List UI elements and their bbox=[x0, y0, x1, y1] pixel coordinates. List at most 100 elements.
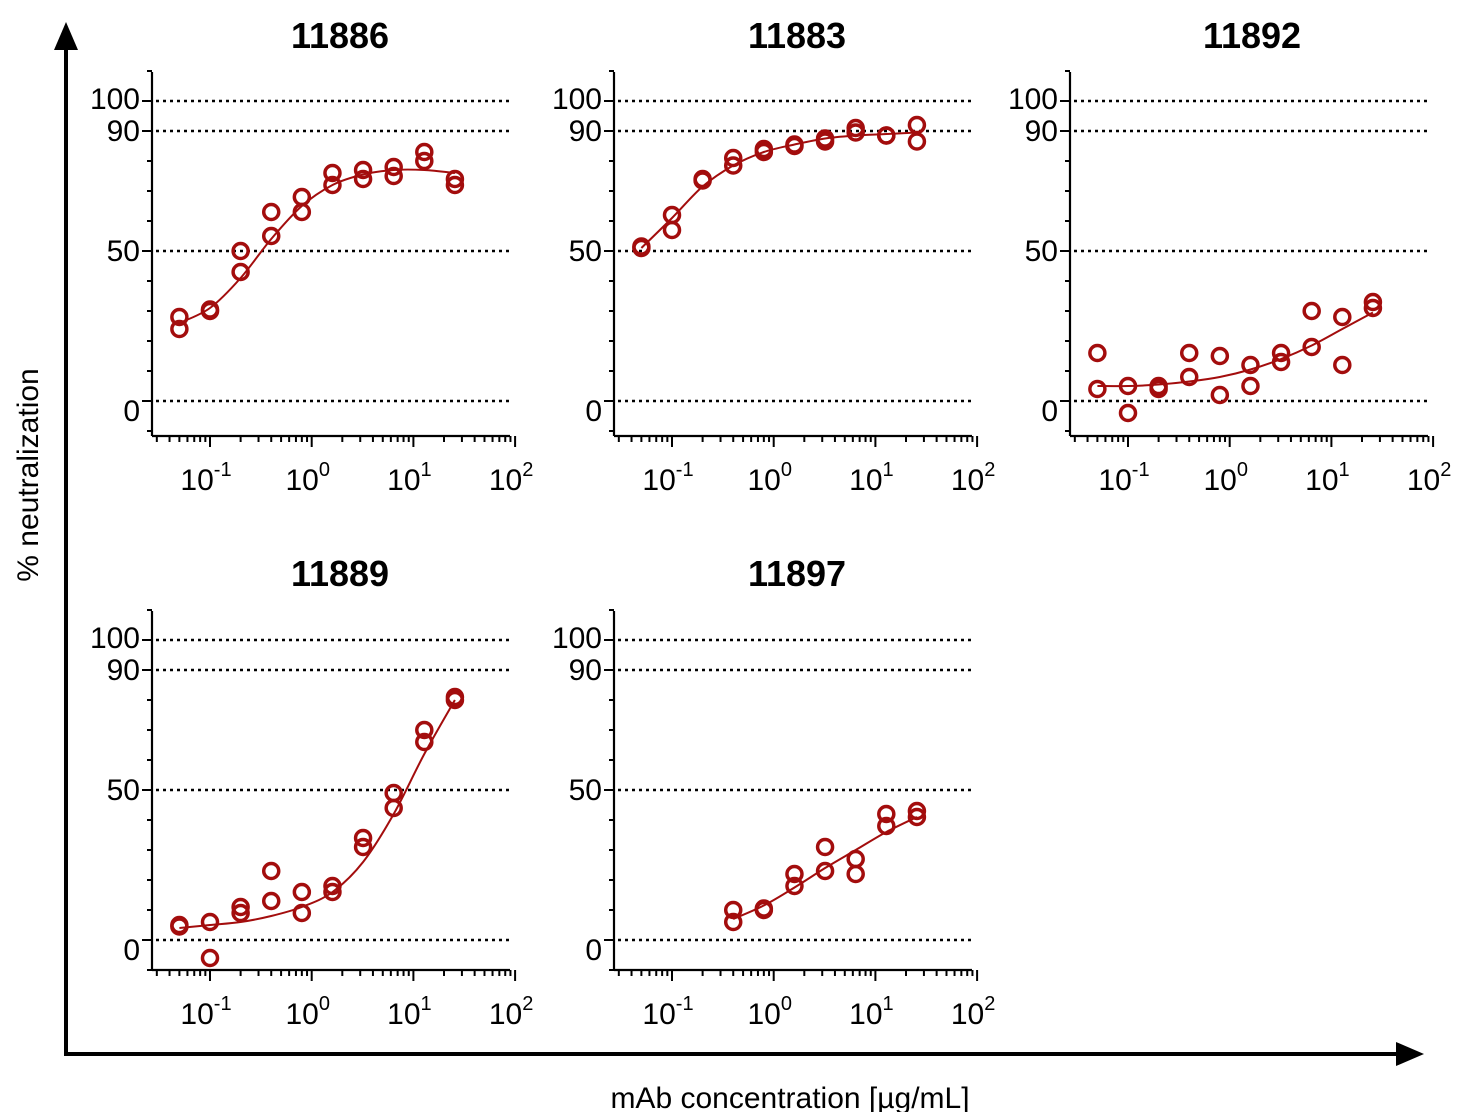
data-point bbox=[693, 171, 712, 190]
global-y-axis-label: % neutralization bbox=[12, 368, 45, 581]
x-tick-label: 102 bbox=[1407, 459, 1452, 497]
data-point bbox=[1241, 355, 1260, 375]
x-tick-label: 10-1 bbox=[642, 993, 693, 1031]
data-point bbox=[877, 126, 896, 145]
data-point bbox=[415, 720, 434, 740]
data-point bbox=[353, 828, 373, 848]
data-point bbox=[353, 160, 373, 180]
data-point bbox=[1271, 343, 1291, 363]
panel-title: 11889 bbox=[291, 553, 389, 594]
data-point bbox=[170, 319, 189, 339]
data-point bbox=[662, 220, 682, 240]
x-tick-label: 10-1 bbox=[180, 993, 231, 1031]
data-point bbox=[323, 882, 342, 902]
data-point bbox=[907, 801, 927, 821]
y-tick-label: 100 bbox=[1008, 83, 1058, 116]
data-point bbox=[1333, 355, 1352, 375]
data-point bbox=[1118, 376, 1138, 396]
data-point bbox=[785, 135, 804, 154]
data-point bbox=[261, 202, 281, 222]
x-tick-label: 100 bbox=[285, 459, 330, 497]
data-point bbox=[754, 899, 774, 918]
fit-curve bbox=[640, 131, 917, 249]
panel-title: 11886 bbox=[291, 15, 389, 56]
x-tick-label: 101 bbox=[387, 993, 432, 1031]
data-point bbox=[323, 175, 342, 195]
data-point bbox=[231, 241, 250, 261]
panel-title: 11883 bbox=[748, 15, 846, 56]
y-tick-label: 50 bbox=[569, 235, 602, 268]
data-point bbox=[723, 912, 743, 932]
fit-curve bbox=[179, 699, 456, 929]
data-point bbox=[445, 169, 465, 189]
global-x-axis-label: mAb concentration [µg/mL] bbox=[610, 1082, 969, 1112]
data-point bbox=[907, 807, 927, 827]
y-tick-label: 100 bbox=[90, 83, 140, 116]
data-point bbox=[723, 900, 743, 920]
x-tick-label: 101 bbox=[1305, 459, 1350, 497]
x-tick-label: 102 bbox=[489, 459, 533, 497]
fit-curve bbox=[178, 168, 455, 324]
data-point bbox=[815, 837, 835, 857]
data-point bbox=[1210, 385, 1230, 405]
data-point bbox=[231, 903, 250, 923]
data-point bbox=[292, 202, 312, 222]
data-point bbox=[723, 156, 743, 175]
y-tick-label: 100 bbox=[90, 622, 140, 655]
x-tick-label: 101 bbox=[387, 459, 432, 497]
y-tick-label: 50 bbox=[1025, 235, 1058, 268]
x-tick-label: 101 bbox=[849, 993, 894, 1031]
data-point bbox=[292, 882, 312, 902]
data-point bbox=[170, 307, 189, 327]
data-point bbox=[907, 132, 927, 151]
x-tick-label: 100 bbox=[1203, 459, 1248, 497]
data-point bbox=[1333, 307, 1352, 327]
y-tick-label: 0 bbox=[123, 395, 140, 428]
data-point bbox=[1363, 298, 1383, 318]
data-point bbox=[384, 783, 403, 803]
data-point bbox=[877, 804, 896, 824]
data-point bbox=[261, 891, 281, 911]
y-tick-label: 0 bbox=[1041, 395, 1058, 428]
data-point bbox=[292, 903, 312, 923]
data-point bbox=[754, 142, 774, 162]
data-point bbox=[1363, 292, 1383, 312]
data-point bbox=[846, 123, 865, 142]
global-x-axis-arrowhead bbox=[1396, 1042, 1424, 1066]
data-point bbox=[261, 226, 281, 246]
y-tick-label: 50 bbox=[107, 774, 140, 807]
x-tick-label: 100 bbox=[285, 993, 330, 1031]
data-point bbox=[323, 876, 342, 896]
data-point bbox=[723, 148, 743, 168]
data-point bbox=[662, 205, 682, 225]
data-point bbox=[1149, 379, 1168, 399]
data-point bbox=[1088, 379, 1107, 399]
y-tick-label: 90 bbox=[107, 654, 140, 687]
y-tick-label: 90 bbox=[1025, 115, 1058, 148]
data-point bbox=[1302, 337, 1321, 357]
x-tick-label: 102 bbox=[951, 993, 996, 1031]
y-tick-label: 50 bbox=[569, 774, 602, 807]
data-point bbox=[1179, 343, 1199, 363]
data-point bbox=[1118, 403, 1138, 423]
data-point bbox=[261, 861, 281, 881]
data-point bbox=[200, 300, 220, 319]
data-point bbox=[815, 132, 835, 151]
x-tick-label: 10-1 bbox=[642, 459, 693, 497]
y-tick-label: 100 bbox=[552, 83, 602, 116]
data-point bbox=[907, 115, 927, 135]
data-point bbox=[415, 142, 434, 162]
y-tick-label: 90 bbox=[569, 115, 602, 148]
y-tick-label: 50 bbox=[107, 235, 140, 268]
data-point bbox=[384, 798, 403, 818]
data-point bbox=[632, 237, 651, 256]
data-point bbox=[415, 151, 434, 171]
y-tick-label: 0 bbox=[585, 934, 602, 967]
x-tick-label: 101 bbox=[849, 459, 894, 497]
y-tick-label: 0 bbox=[585, 395, 602, 428]
